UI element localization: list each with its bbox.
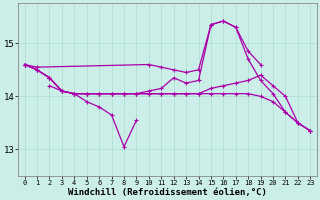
X-axis label: Windchill (Refroidissement éolien,°C): Windchill (Refroidissement éolien,°C) (68, 188, 267, 197)
